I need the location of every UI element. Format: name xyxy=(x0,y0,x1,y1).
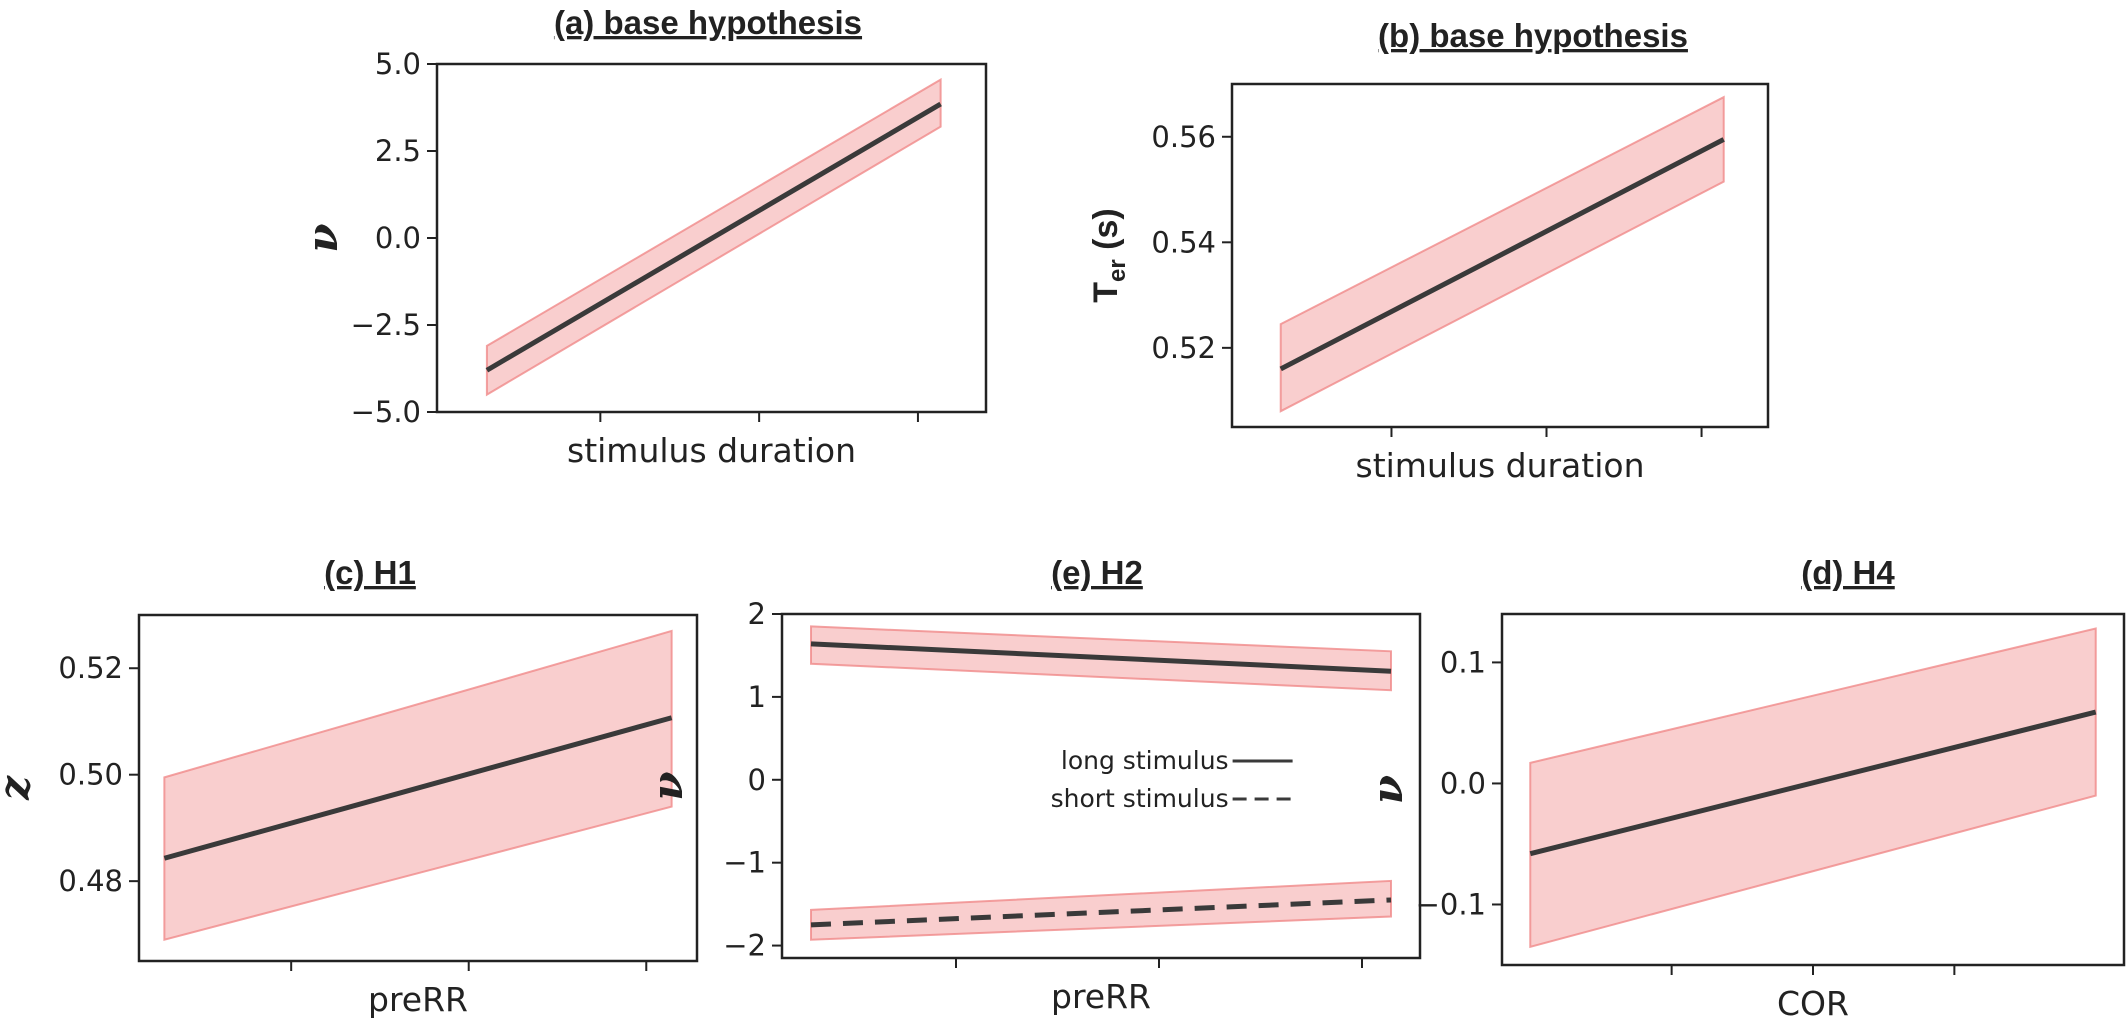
y-tick-label: 0.0 xyxy=(1440,766,1486,800)
x-axis-label: preRR xyxy=(368,980,468,1019)
series-line xyxy=(1529,709,2097,857)
y-tick-label: 0 xyxy=(748,763,766,797)
panel-b: (b) base hypothesis 0.52 0.54 0.56 stimulus … xyxy=(1087,17,1770,485)
panel-title: (d) H4 xyxy=(1801,554,1895,591)
series-line xyxy=(810,897,1392,928)
y-tick-label: 0.54 xyxy=(1151,225,1216,259)
panel-e: (e) H2 −2 −1 0 1 2 preRR ν long stimulus short st… xyxy=(643,554,1422,1016)
axes-frame xyxy=(780,612,1422,960)
y-tick-label: 0.56 xyxy=(1151,120,1216,154)
y-tick-label: 0.50 xyxy=(58,758,123,792)
series-line xyxy=(810,641,1392,674)
y-tick-label: −0.1 xyxy=(1416,887,1486,921)
y-axis-label: ν xyxy=(298,223,347,252)
axes-frame xyxy=(137,613,699,963)
y-tick-label: 0.0 xyxy=(375,221,421,255)
panel-title: (c) H1 xyxy=(324,554,416,591)
series-line xyxy=(163,715,673,861)
y-axis-label: ν xyxy=(1363,775,1412,804)
y-tick-label: −1 xyxy=(723,846,766,880)
y-axis-label: Ter (s) xyxy=(1087,208,1131,302)
y-tick-label: 0.1 xyxy=(1440,645,1486,679)
y-axis-label: ν xyxy=(643,771,692,800)
y-axis-label-unit: (s) xyxy=(1087,208,1125,259)
x-axis-label: preRR xyxy=(1051,977,1151,1016)
legend-label: short stimulus xyxy=(1051,784,1229,813)
y-tick-label: −2 xyxy=(723,929,766,963)
series-line xyxy=(485,101,942,373)
x-axis-label: stimulus duration xyxy=(1356,446,1645,485)
axes-frame xyxy=(1230,82,1770,429)
y-tick-label: 0.52 xyxy=(1151,331,1216,365)
confidence-band xyxy=(163,629,673,942)
y-axis-label-subscript: er xyxy=(1104,259,1131,282)
y-tick-label: −5.0 xyxy=(351,395,421,429)
y-tick-label: 0.48 xyxy=(58,864,123,898)
y-tick-label: 2 xyxy=(748,597,766,631)
y-axis-label: z xyxy=(0,775,39,801)
panel-d: (d) H4 −0.1 0.0 0.1 COR ν xyxy=(1363,554,2126,1023)
y-axis-label-main: T xyxy=(1087,282,1125,303)
x-axis-label: COR xyxy=(1777,984,1849,1023)
x-axis-label: stimulus duration xyxy=(567,431,856,470)
y-tick-label: 2.5 xyxy=(375,134,421,168)
confidence-band xyxy=(1529,627,2097,949)
y-tick-label: −2.5 xyxy=(351,308,421,342)
y-tick-label: 0.52 xyxy=(58,651,123,685)
panel-c: (c) H1 0.48 0.50 0.52 preRR z xyxy=(0,554,699,1019)
panel-title: (b) base hypothesis xyxy=(1378,17,1688,54)
legend-label: long stimulus xyxy=(1061,746,1229,775)
panel-title: (e) H2 xyxy=(1051,554,1143,591)
panel-title: (a) base hypothesis xyxy=(554,4,862,41)
panels: (a) base hypothesis −5.0 −2.5 0.0 2.5 5.0 stim… xyxy=(0,4,2126,1023)
series-line xyxy=(1279,137,1725,372)
y-tick-label: 1 xyxy=(748,680,766,714)
panel-a: (a) base hypothesis −5.0 −2.5 0.0 2.5 5.0 stim… xyxy=(298,4,988,470)
y-tick-label: 5.0 xyxy=(375,47,421,81)
